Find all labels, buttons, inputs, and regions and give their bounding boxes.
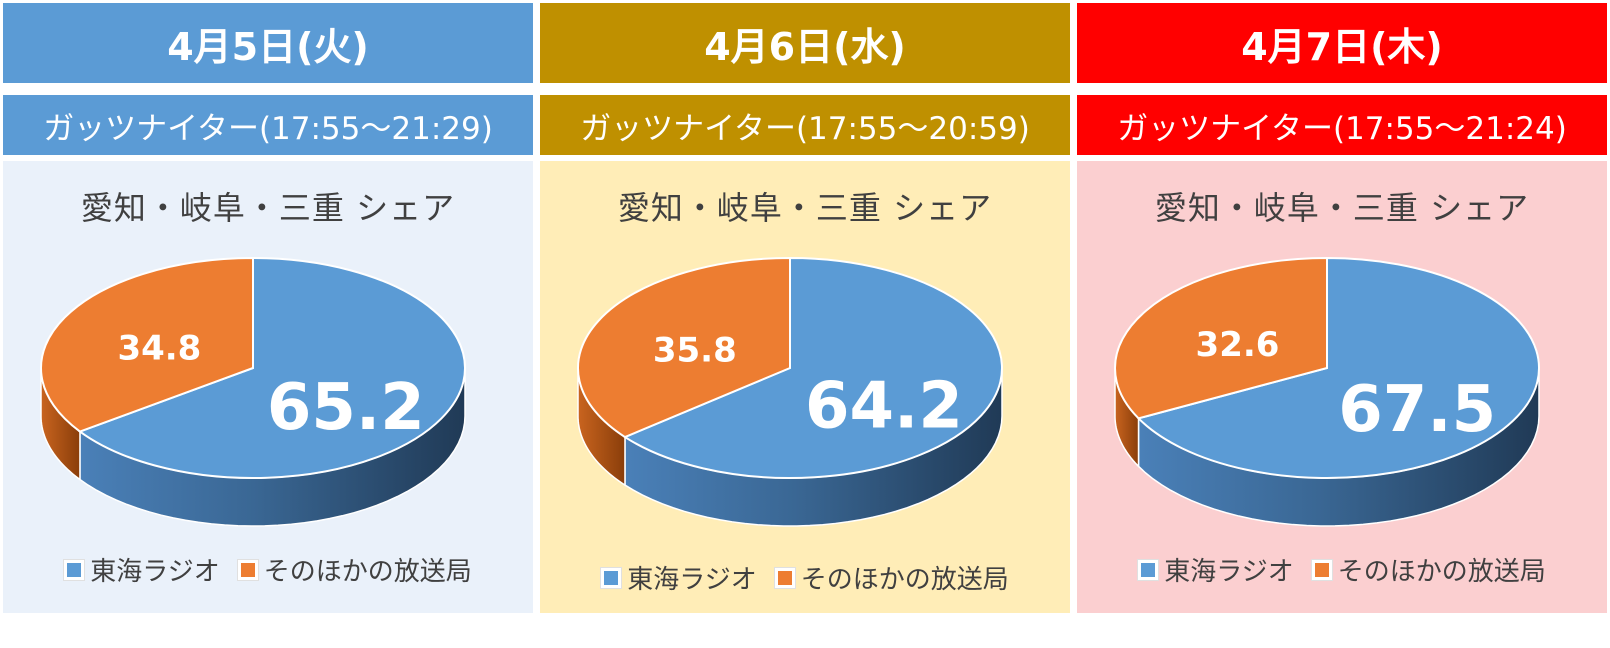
legend-item-tokai: 東海ラジオ <box>1138 551 1294 588</box>
chart-title: 愛知・岐阜・三重 シェア <box>617 189 993 227</box>
chart-panel: 愛知・岐阜・三重 シェア 67.5 32.6 東海ラジオ そのほかの放送局 <box>1077 161 1607 613</box>
legend-label-tokai: 東海ラジオ <box>90 557 220 587</box>
pie-chart: 64.2 35.8 <box>577 256 1003 527</box>
legend-swatch-tokai <box>64 559 85 580</box>
legend-label-others: そのほかの放送局 <box>1337 557 1546 587</box>
pie-chart: 65.2 34.8 <box>40 256 466 527</box>
data-label-tokai: 65.2 <box>267 371 425 445</box>
data-label-tokai: 64.2 <box>805 370 963 444</box>
date-header: 4月5日(火) <box>3 3 533 83</box>
legend-swatch-others <box>774 567 795 588</box>
chart-column-3: 4月7日(木) ガッツナイター(17:55〜21:24) 愛知・岐阜・三重 シェ… <box>1074 0 1610 620</box>
legend-item-others: そのほかの放送局 <box>1311 551 1546 588</box>
legend-item-others: そのほかの放送局 <box>774 559 1009 596</box>
date-header: 4月6日(水) <box>540 3 1070 83</box>
pie-slice-others <box>40 256 254 433</box>
program-header: ガッツナイター(17:55〜21:24) <box>1077 95 1607 155</box>
legend-swatch-tokai <box>601 567 622 588</box>
data-label-tokai: 67.5 <box>1338 373 1496 447</box>
legend-label-tokai: 東海ラジオ <box>1164 557 1294 587</box>
legend-item-others: そのほかの放送局 <box>237 551 472 588</box>
legend-swatch-others <box>1311 559 1332 580</box>
legend-label-others: そのほかの放送局 <box>800 565 1009 595</box>
program-header: ガッツナイター(17:55〜21:29) <box>3 95 533 155</box>
data-label-others: 35.8 <box>653 330 737 370</box>
legend-swatch-others <box>237 559 258 580</box>
program-header: ガッツナイター(17:55〜20:59) <box>540 95 1070 155</box>
chart-column-1: 4月5日(火) ガッツナイター(17:55〜21:29) 愛知・岐阜・三重 シェ… <box>0 0 536 620</box>
chart-panel: 愛知・岐阜・三重 シェア 65.2 34.8 東海ラジオ そのほかの放送局 <box>3 161 533 613</box>
legend-item-tokai: 東海ラジオ <box>64 551 220 588</box>
pie-slice-others <box>1114 256 1328 420</box>
legend-swatch-tokai <box>1138 559 1159 580</box>
pie-slice-others <box>577 256 791 439</box>
pie-slice-tokai <box>1136 256 1540 479</box>
legend-label-others: そのほかの放送局 <box>263 557 472 587</box>
data-label-others: 32.6 <box>1196 325 1280 365</box>
pie-slice-tokai <box>622 256 1003 479</box>
legend: 東海ラジオ そのほかの放送局 <box>540 559 1070 596</box>
pie-slice-tokai <box>77 256 466 479</box>
chart-panel: 愛知・岐阜・三重 シェア 64.2 35.8 東海ラジオ そのほかの放送局 <box>540 161 1070 613</box>
legend: 東海ラジオ そのほかの放送局 <box>3 551 533 588</box>
chart-title: 愛知・岐阜・三重 シェア <box>1154 189 1530 227</box>
date-header: 4月7日(木) <box>1077 3 1607 83</box>
data-label-others: 34.8 <box>117 329 201 369</box>
pie-chart: 67.5 32.6 <box>1114 256 1540 527</box>
chart-column-2: 4月6日(水) ガッツナイター(17:55〜20:59) 愛知・岐阜・三重 シェ… <box>537 0 1073 620</box>
legend-item-tokai: 東海ラジオ <box>601 559 757 596</box>
chart-title: 愛知・岐阜・三重 シェア <box>80 189 456 227</box>
legend: 東海ラジオ そのほかの放送局 <box>1077 551 1607 588</box>
legend-label-tokai: 東海ラジオ <box>627 565 757 595</box>
